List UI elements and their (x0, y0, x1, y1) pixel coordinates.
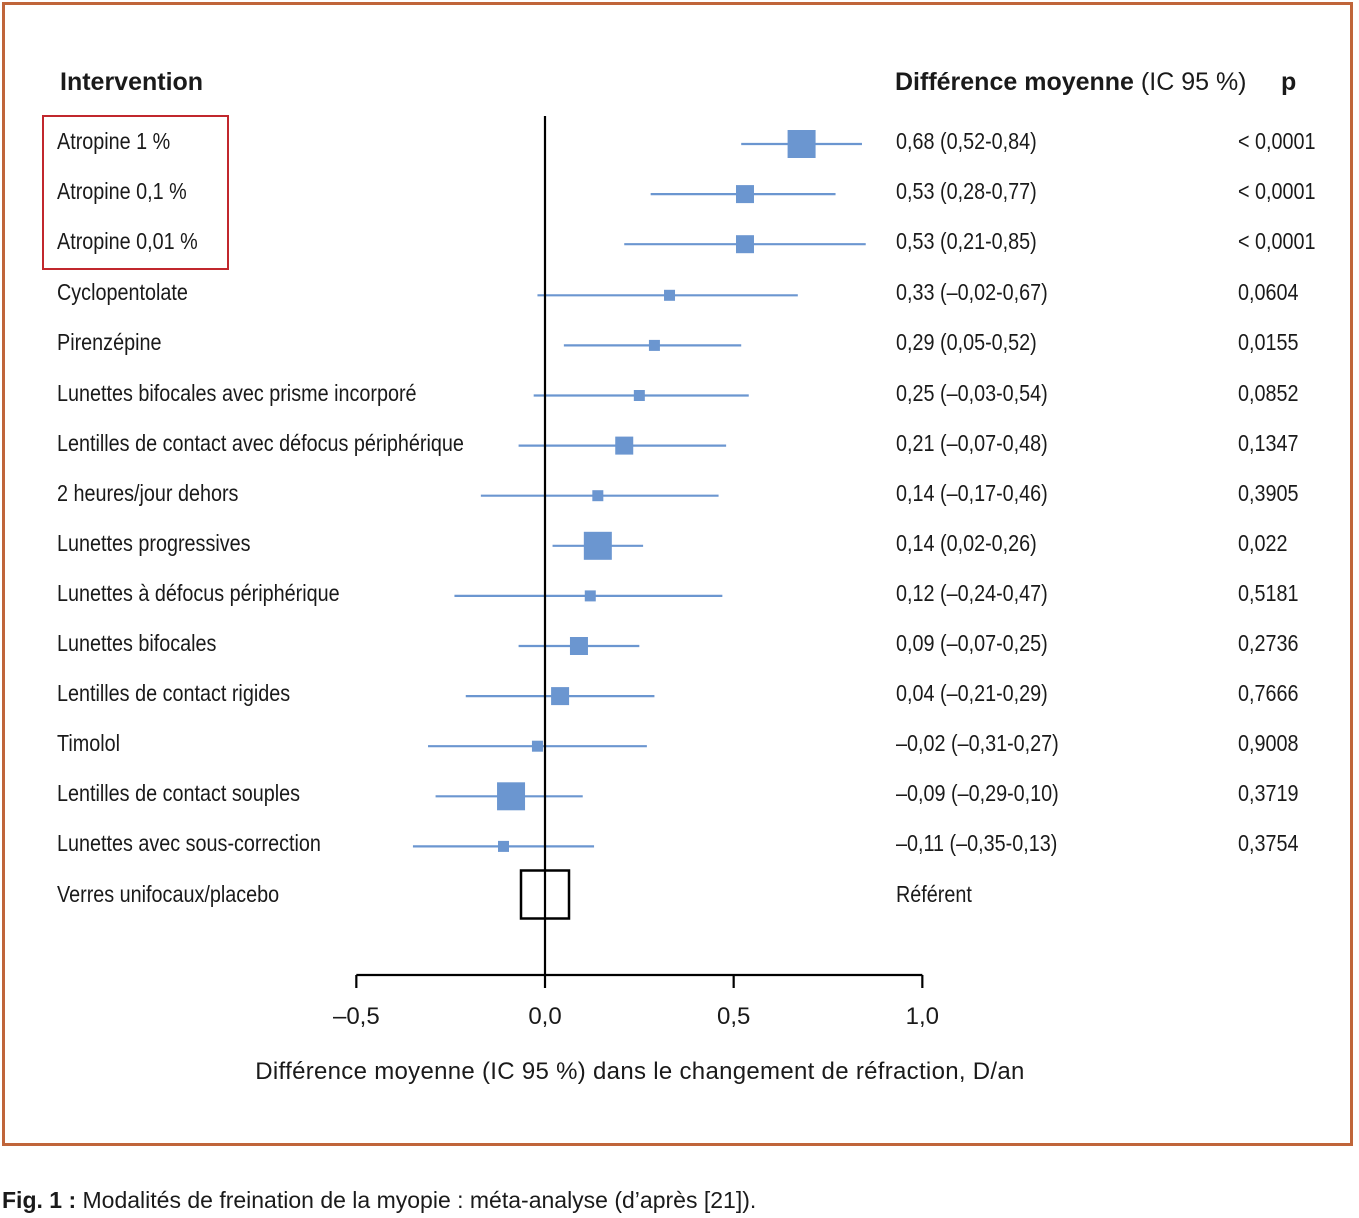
estimate-marker (735, 235, 754, 254)
row-label: Pirenzépine (57, 329, 162, 356)
row-ci-text: 0,53 (0,21-0,85) (896, 228, 1037, 255)
row-p-value: 0,3719 (1238, 780, 1299, 807)
row-label: Lunettes bifocales avec prisme incorporé (57, 379, 417, 406)
row-ci-text: Référent (896, 880, 972, 907)
row-ci-text: 0,53 (0,28-0,77) (896, 178, 1037, 205)
row-label: Lentilles de contact souples (57, 780, 301, 807)
x-axis-title: Différence moyenne (IC 95 %) dans le cha… (255, 1058, 1025, 1085)
estimate-marker (735, 185, 754, 204)
row-p-value: 0,7666 (1238, 680, 1299, 707)
header-difference-ci: (IC 95 %) (1140, 68, 1247, 96)
estimate-marker (592, 490, 604, 502)
row-ci-text: 0,29 (0,05-0,52) (896, 329, 1037, 356)
row-label: Lentilles de contact avec défocus périph… (57, 429, 464, 456)
x-tick-label: 0,5 (717, 1003, 750, 1030)
row-ci-text: –0,11 (–0,35-0,13) (896, 830, 1058, 857)
row-ci-text: –0,09 (–0,29-0,10) (896, 780, 1059, 807)
estimate-marker (664, 289, 676, 301)
row-p-value: < 0,0001 (1238, 128, 1316, 154)
figure-frame (2, 2, 1353, 1146)
header-intervention: Intervention (60, 68, 204, 96)
row-ci-text: 0,04 (–0,21-0,29) (896, 680, 1048, 707)
row-ci-text: 0,68 (0,52-0,84) (896, 128, 1037, 154)
row-p-value: 0,0155 (1238, 329, 1299, 356)
row-ci-text: –0,02 (–0,31-0,27) (896, 730, 1059, 757)
row-label: Verres unifocaux/placebo (57, 880, 280, 907)
row-p-value: 0,022 (1238, 529, 1288, 556)
atropine-highlight-box (42, 115, 229, 270)
estimate-marker (583, 531, 612, 560)
figure-caption: Fig. 1 : Modalités de freination de la m… (2, 1187, 756, 1214)
row-p-value: < 0,0001 (1238, 178, 1316, 205)
header-p: p (1281, 68, 1297, 96)
x-tick-label: 0,0 (528, 1003, 561, 1030)
row-p-value: 0,5181 (1238, 579, 1299, 606)
row-ci-text: 0,14 (0,02-0,26) (896, 529, 1037, 556)
header-difference: Différence moyenne (IC 95 %) (895, 68, 1247, 97)
row-p-value: 0,1347 (1238, 429, 1299, 456)
estimate-marker (497, 840, 509, 852)
row-label: Lunettes avec sous-correction (57, 830, 321, 857)
row-p-value: 0,0852 (1238, 379, 1299, 406)
row-ci-text: 0,12 (–0,24-0,47) (896, 579, 1048, 606)
estimate-marker (497, 782, 526, 811)
row-label: Timolol (57, 730, 121, 757)
row-p-value: 0,3754 (1238, 830, 1299, 857)
estimate-marker (633, 390, 645, 401)
row-label: Lunettes progressives (57, 529, 251, 556)
header-difference-label: Différence moyenne (895, 68, 1134, 96)
x-tick-label: –0,5 (333, 1003, 380, 1030)
caption-text: Modalités de freination de la myopie : m… (82, 1187, 757, 1213)
row-ci-text: 0,14 (–0,17-0,46) (896, 479, 1048, 506)
row-p-value: < 0,0001 (1238, 228, 1316, 255)
row-label: Atropine 0,01 % (57, 228, 198, 255)
row-label: Atropine 1 % (57, 128, 171, 154)
estimate-marker (615, 436, 634, 455)
estimate-marker (551, 687, 570, 706)
row-label: 2 heures/jour dehors (57, 479, 239, 506)
row-ci-text: 0,25 (–0,03-0,54) (896, 379, 1048, 406)
row-label: Cyclopentolate (57, 279, 188, 306)
row-label: Lunettes à défocus périphérique (57, 579, 340, 606)
row-label: Atropine 0,1 % (57, 178, 187, 205)
row-ci-text: 0,09 (–0,07-0,25) (896, 630, 1048, 656)
row-label: Lentilles de contact rigides (57, 680, 291, 707)
row-p-value: 0,9008 (1238, 730, 1299, 757)
row-label: Lunettes bifocales (57, 630, 217, 656)
estimate-marker (787, 130, 816, 158)
x-tick-label: 1,0 (906, 1003, 939, 1030)
row-p-value: 0,2736 (1238, 630, 1299, 656)
estimate-marker (584, 590, 596, 602)
estimate-marker (648, 339, 660, 351)
row-ci-text: 0,21 (–0,07-0,48) (896, 429, 1048, 456)
caption-label: Fig. 1 : (2, 1187, 77, 1213)
row-p-value: 0,3905 (1238, 479, 1299, 506)
row-p-value: 0,0604 (1238, 279, 1299, 306)
estimate-marker (569, 637, 588, 655)
row-ci-text: 0,33 (–0,02-0,67) (896, 279, 1048, 306)
estimate-marker (531, 740, 543, 752)
